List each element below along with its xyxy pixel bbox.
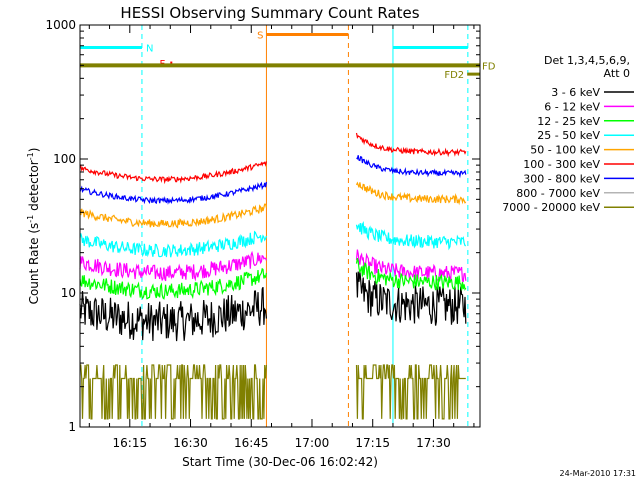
series-7000-20000-kev-seg-1	[355, 364, 466, 420]
x-axis-label: Start Time (30-Dec-06 16:02:42)	[182, 455, 378, 469]
flag-label-fd: FD	[482, 61, 496, 72]
y-tick-label: 10	[61, 286, 76, 300]
y-label-exp2: -1	[26, 152, 35, 160]
series-300-800-kev-seg-0	[79, 181, 267, 205]
x-tick-label: 17:00	[295, 436, 330, 450]
series-12-25-kev-seg-1	[355, 257, 467, 291]
y-tick-label: 1000	[45, 18, 76, 32]
series-100-300-kev-seg-1	[355, 132, 467, 158]
legend-label-300-800-kev: 300 - 800 keV	[523, 172, 600, 185]
legend-label-12-25-kev: 12 - 25 keV	[537, 115, 600, 128]
series-6-12-kev-seg-1	[355, 249, 467, 283]
plot-frame	[79, 24, 481, 428]
series-7000-20000-kev-seg-0	[80, 364, 267, 420]
legend-title-2: Att 0	[604, 67, 630, 80]
x-tick-label: 17:15	[355, 436, 390, 450]
y-tick-label: 1	[68, 420, 76, 434]
series-25-50-kev-seg-0	[79, 230, 267, 258]
series-100-300-kev-seg-0	[79, 161, 267, 185]
y-tick-label: 100	[53, 152, 76, 166]
series-12-25-kev-seg-0	[79, 267, 267, 300]
series-6-12-kev-seg-0	[79, 250, 267, 282]
y-label-start: Count Rate (s	[27, 223, 41, 305]
x-tick-label: 16:15	[113, 436, 148, 450]
flag-label-n: N	[146, 43, 153, 54]
legend-label-50-100-kev: 50 - 100 keV	[530, 144, 600, 157]
plot-area: NFSFDFD2	[79, 25, 496, 427]
timestamp: 24-Mar-2010 17:31	[560, 469, 637, 478]
legend-label-800-7000-kev: 800 - 7000 keV	[516, 187, 600, 200]
legend-title-1: Det 1,3,4,5,6,9,	[544, 54, 630, 67]
flag-label-s: S	[257, 30, 263, 41]
series-50-100-kev-seg-0	[79, 203, 267, 229]
x-tick-label: 17:30	[416, 436, 451, 450]
chart-title: HESSI Observing Summary Count Rates	[120, 4, 419, 22]
series-3-6-kev-seg-1	[355, 271, 467, 326]
x-tick-label: 16:30	[173, 436, 208, 450]
legend-label-6-12-kev: 6 - 12 keV	[544, 100, 600, 113]
legend-label-3-6-kev: 3 - 6 keV	[551, 86, 600, 99]
legend-label-7000-20000-kev: 7000 - 20000 keV	[502, 201, 600, 214]
y-label-end: )	[27, 148, 41, 153]
series-25-50-kev-seg-1	[355, 221, 467, 251]
series-300-800-kev-seg-1	[356, 155, 467, 179]
y-label-exp1: -1	[26, 215, 35, 223]
legend-label-25-50-kev: 25 - 50 keV	[537, 129, 600, 142]
axes: 16:15 16:30 16:45 17:00 17:15 17:30 1 10 100 1000	[45, 18, 480, 450]
legend-label-100-300-kev: 100 - 300 keV	[523, 158, 600, 171]
series-50-100-kev-seg-1	[355, 181, 467, 206]
y-axis-label: Count Rate (s-1 detector-1)	[26, 148, 41, 305]
x-tick-label: 16:45	[234, 436, 269, 450]
y-label-mid: detector	[27, 160, 41, 215]
series-3-6-kev-seg-0	[79, 286, 267, 342]
flag-label-fd2: FD2	[444, 70, 464, 81]
